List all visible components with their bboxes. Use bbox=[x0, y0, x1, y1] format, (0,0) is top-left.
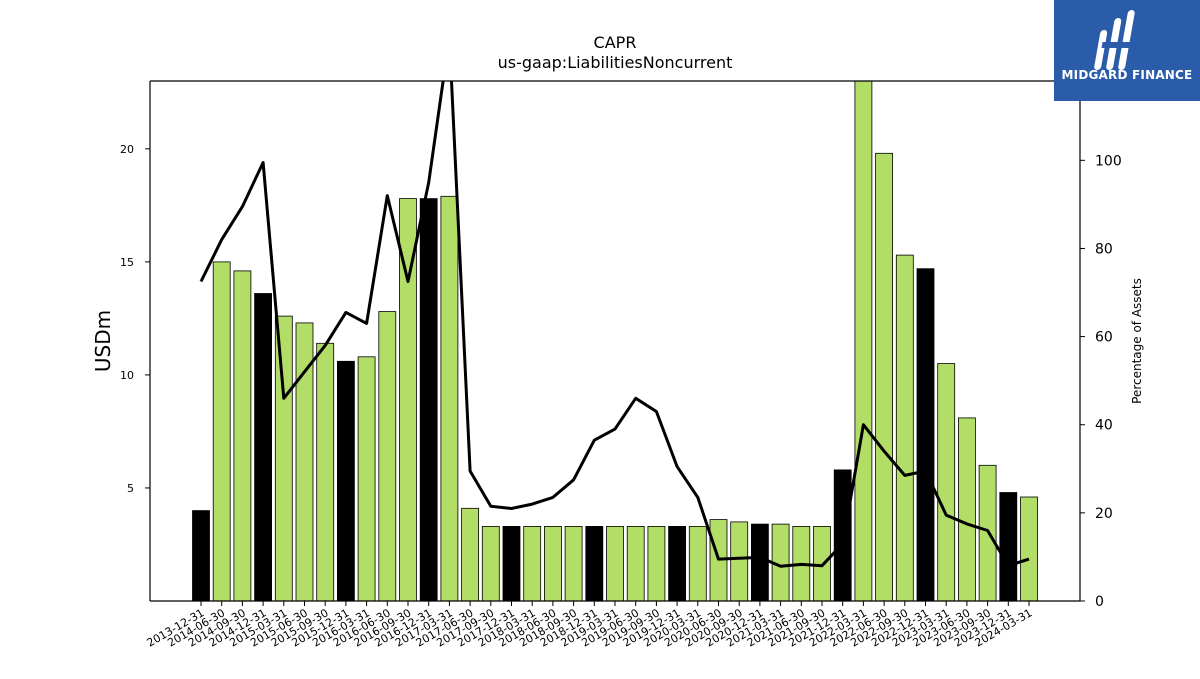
bar-2022-06-30 bbox=[875, 152, 893, 601]
bar-2017-12-31 bbox=[502, 526, 521, 601]
y2-tick-label: 80 bbox=[1095, 241, 1113, 257]
bar-2018-06-30 bbox=[544, 526, 562, 601]
bar-2015-06-30 bbox=[295, 322, 314, 601]
chart-title: CAPR bbox=[594, 33, 637, 52]
y2-tick-label: 40 bbox=[1095, 418, 1113, 434]
axes: 51015200204060801002013-12-312014-06-302… bbox=[120, 80, 1122, 650]
y2-tick-label: 20 bbox=[1095, 506, 1113, 522]
bar-2018-03-31 bbox=[523, 526, 542, 601]
bar-2023-06-30 bbox=[958, 417, 976, 601]
bar-2020-09-30 bbox=[730, 521, 749, 601]
bar-2018-12-31 bbox=[585, 526, 604, 601]
bar-2013-12-31 bbox=[192, 510, 210, 601]
logo-text: MIDGARD FINANCE bbox=[1061, 68, 1193, 82]
line-series bbox=[199, 81, 1030, 568]
bar-2020-12-31 bbox=[751, 523, 769, 601]
bar-2016-12-31 bbox=[419, 198, 438, 601]
bar-2019-12-31 bbox=[668, 526, 686, 601]
bar-2014-06-30 bbox=[212, 261, 231, 601]
y-axis-label: USDm bbox=[91, 310, 115, 372]
midgard-logo-icon bbox=[1094, 10, 1135, 70]
bar-2015-03-31 bbox=[274, 315, 293, 601]
logo: MIDGARD FINANCE bbox=[1054, 0, 1200, 101]
bar-series bbox=[192, 81, 1038, 601]
bar-2016-03-31 bbox=[357, 356, 376, 601]
y-tick-label: 15 bbox=[120, 256, 134, 269]
bar-2014-09-30 bbox=[233, 270, 252, 601]
bar-2022-12-31 bbox=[916, 268, 935, 601]
bar-2014-12-31 bbox=[254, 293, 273, 601]
bar-2023-12-31 bbox=[999, 492, 1018, 601]
y-tick-label: 20 bbox=[120, 143, 134, 156]
y2-tick-label: 60 bbox=[1095, 330, 1113, 346]
bar-2019-03-31 bbox=[606, 526, 624, 601]
bar-2015-09-30 bbox=[316, 342, 335, 601]
y2-tick-label: 0 bbox=[1095, 594, 1104, 610]
bar-2020-03-31 bbox=[688, 526, 707, 601]
y2-axis-label: Percentage of Assets bbox=[1130, 278, 1144, 404]
bar-2024-03-31 bbox=[1020, 496, 1038, 601]
bar-2022-03-31 bbox=[854, 81, 873, 601]
y2-tick-label: 100 bbox=[1095, 153, 1122, 169]
y-tick-label: 10 bbox=[120, 369, 134, 382]
bar-2022-09-30 bbox=[895, 254, 914, 601]
bar-2018-09-30 bbox=[564, 526, 583, 601]
chart-subtitle: us-gaap:LiabilitiesNoncurrent bbox=[498, 53, 733, 72]
bar-2017-09-30 bbox=[481, 526, 500, 601]
bar-2019-06-30 bbox=[626, 526, 645, 601]
bar-2016-09-30 bbox=[399, 198, 417, 601]
bar-2017-06-30 bbox=[461, 507, 480, 601]
bar-2017-03-31 bbox=[440, 195, 459, 601]
y-tick-label: 5 bbox=[127, 482, 134, 495]
bar-2019-09-30 bbox=[647, 526, 666, 601]
percentage-line bbox=[199, 81, 1030, 568]
bar-2016-06-30 bbox=[378, 311, 397, 601]
bar-2015-12-31 bbox=[336, 360, 355, 601]
bar-2023-03-31 bbox=[937, 363, 956, 601]
